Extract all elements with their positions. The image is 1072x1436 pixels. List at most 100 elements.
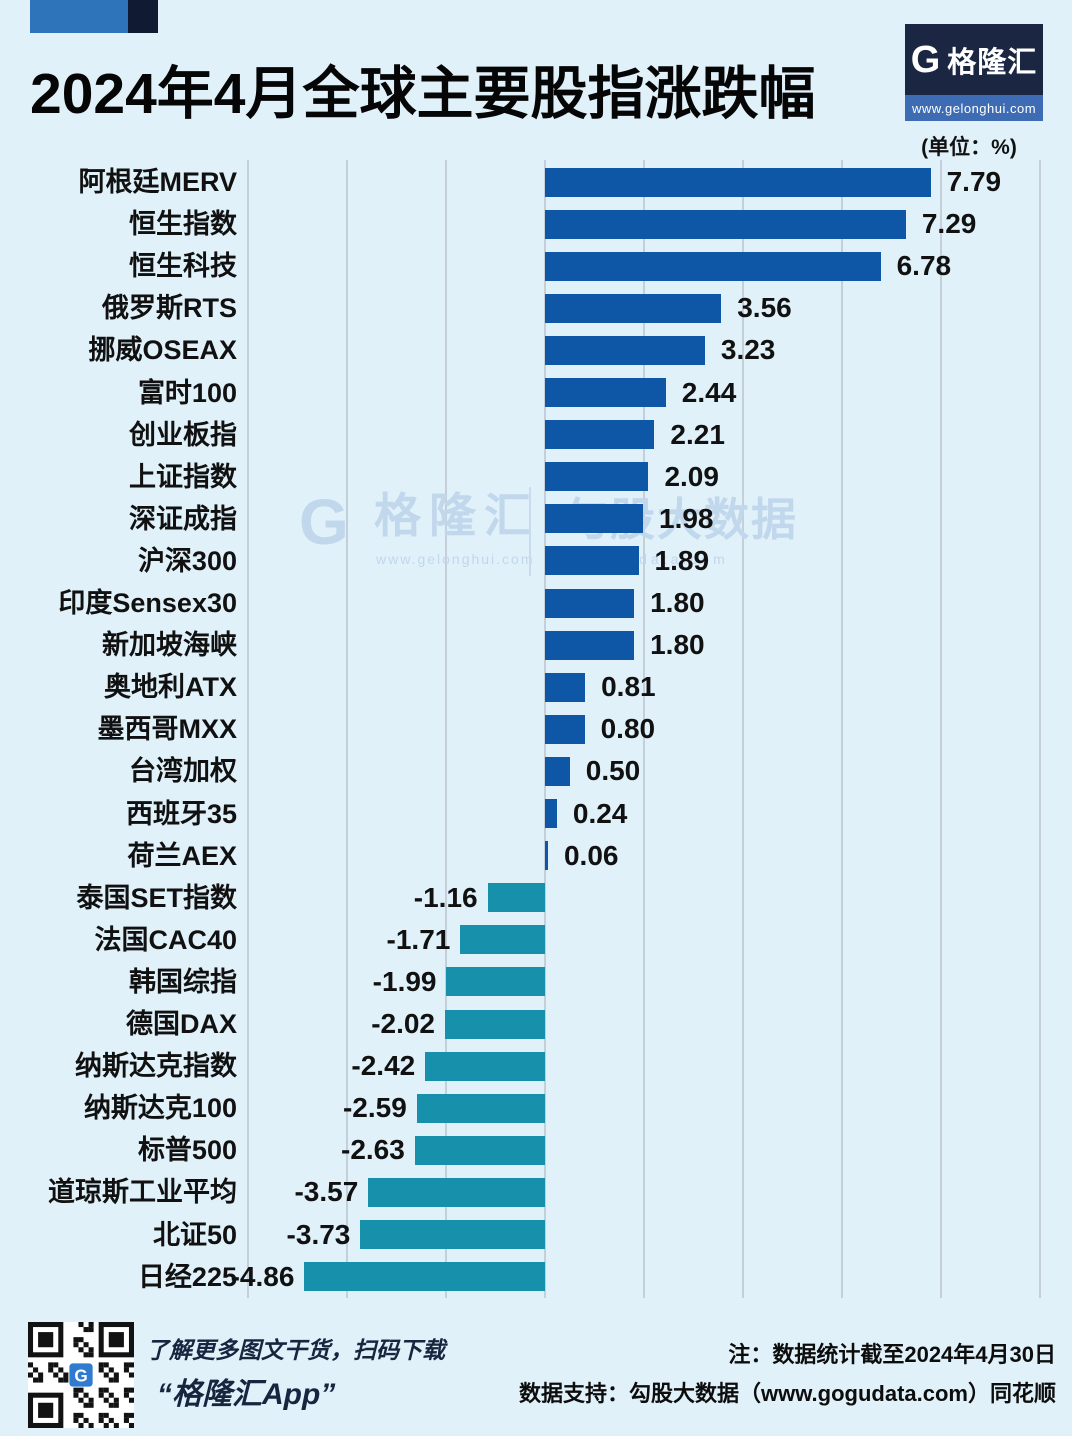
- gelonghui-logo-name: 格隆汇: [947, 46, 1038, 79]
- watermark-brand-url: www.gelonghui.com: [376, 551, 535, 567]
- bar-positive: [545, 714, 585, 744]
- bar-negative: [425, 1051, 545, 1081]
- value-label: -2.63: [341, 1134, 405, 1166]
- category-label: 墨西哥MXX: [97, 714, 237, 745]
- gelonghui-logo-top: G 格隆汇: [905, 24, 1043, 95]
- category-label: 德国DAX: [125, 1009, 237, 1039]
- category-label: 挪威OSEAX: [88, 335, 237, 366]
- value-label: 1.89: [654, 544, 710, 576]
- gridline: [940, 160, 942, 1298]
- category-label: 纳斯达克指数: [75, 1051, 237, 1082]
- category-label: 新加坡海峡: [102, 630, 237, 661]
- category-label: 俄罗斯RTS: [102, 293, 237, 324]
- bar-negative: [487, 883, 545, 913]
- unit-label: (单位：%): [921, 136, 1017, 159]
- header-decoration-blue: [30, 0, 128, 33]
- bar-positive: [545, 167, 931, 197]
- bar-negative: [446, 967, 545, 997]
- value-label: 6.78: [896, 250, 952, 282]
- value-label: -2.02: [371, 1008, 436, 1039]
- gridline: [742, 160, 744, 1298]
- bar-positive: [545, 588, 635, 618]
- value-label: -2.42: [351, 1050, 416, 1082]
- bar-positive: [545, 841, 548, 871]
- bar-positive: [545, 378, 666, 408]
- value-label: -2.59: [342, 1092, 407, 1124]
- category-label: 西班牙35: [125, 798, 237, 829]
- category-label: 恒生科技: [129, 251, 237, 282]
- category-label: 印度Sensex30: [58, 588, 237, 618]
- bar-positive: [545, 546, 639, 576]
- category-label: 泰国SET指数: [76, 882, 237, 913]
- value-label: 7.79: [946, 166, 1002, 197]
- app-name-caption: “格隆汇App”: [157, 1378, 336, 1411]
- value-label: 0.81: [601, 671, 656, 703]
- category-label: 恒生指数: [129, 209, 237, 240]
- category-label: 韩国综指: [129, 966, 237, 997]
- svg-text:G: G: [74, 1366, 87, 1386]
- value-label: 1.98: [659, 502, 714, 534]
- value-label: 0.80: [600, 713, 656, 745]
- bar-negative: [416, 1093, 545, 1123]
- category-label: 阿根廷MERV: [78, 167, 237, 197]
- bar-negative: [360, 1220, 545, 1250]
- value-label: 3.23: [720, 334, 776, 366]
- category-label: 富时100: [137, 377, 237, 408]
- category-label: 深证成指: [129, 503, 237, 534]
- bar-positive: [545, 293, 722, 323]
- bar-positive: [545, 756, 570, 786]
- bar-negative: [414, 1135, 545, 1165]
- gridline: [346, 160, 348, 1298]
- gridline: [841, 160, 843, 1298]
- bar-positive: [545, 209, 906, 239]
- bar-positive: [545, 462, 649, 492]
- value-label: 0.50: [585, 755, 641, 787]
- category-label: 日经225: [137, 1261, 237, 1292]
- value-label: 0.06: [563, 839, 619, 871]
- value-label: 1.80: [650, 587, 705, 618]
- header-decoration-navy: [128, 0, 158, 33]
- bar-positive: [545, 799, 557, 829]
- bar-negative: [460, 925, 545, 955]
- gelonghui-logo-url: www.gelonghui.com: [905, 95, 1043, 121]
- value-label: 2.44: [681, 376, 737, 408]
- page-title: 2024年4月全球主要股指涨跌幅: [30, 62, 816, 126]
- bar-positive: [545, 672, 586, 702]
- category-label: 上证指数: [129, 461, 237, 492]
- category-label: 法国CAC40: [94, 924, 237, 955]
- bar-positive: [545, 504, 643, 534]
- category-label: 沪深300: [137, 545, 237, 576]
- value-label: 2.09: [664, 460, 719, 492]
- category-label: 奥地利ATX: [104, 672, 237, 703]
- value-label: -1.71: [386, 923, 451, 955]
- gridline: [247, 160, 249, 1298]
- bar-negative: [368, 1177, 545, 1207]
- value-label: -1.16: [413, 881, 478, 913]
- category-label: 纳斯达克100: [83, 1093, 237, 1124]
- value-label: -1.99: [372, 965, 437, 997]
- gridline: [445, 160, 447, 1298]
- value-label: -4.86: [230, 1260, 295, 1292]
- value-label: 7.29: [921, 208, 977, 240]
- gridline: [1039, 160, 1041, 1298]
- qr-code-image: G: [28, 1322, 134, 1428]
- data-cutoff-note: 注：数据统计截至2024年4月30日: [728, 1342, 1056, 1367]
- qr-caption: 了解更多图文干货，扫码下载: [146, 1337, 445, 1363]
- category-label: 创业板指: [129, 419, 237, 450]
- gridline: [643, 160, 645, 1298]
- qr-code: G: [28, 1322, 134, 1428]
- category-label: 标普500: [137, 1135, 237, 1166]
- bar-positive: [545, 630, 635, 660]
- value-label: 1.80: [650, 629, 705, 661]
- watermark-g-icon: G: [299, 486, 349, 558]
- bar-negative: [304, 1262, 545, 1292]
- data-source-note: 数据支持：勾股大数据（www.gogudata.com）同花顺: [519, 1381, 1056, 1406]
- watermark-divider: [529, 487, 531, 576]
- value-label: -3.73: [286, 1218, 351, 1250]
- value-label: 2.21: [670, 418, 725, 450]
- category-label: 台湾加权: [129, 756, 237, 787]
- bar-positive: [545, 420, 655, 450]
- value-label: 3.56: [737, 292, 792, 324]
